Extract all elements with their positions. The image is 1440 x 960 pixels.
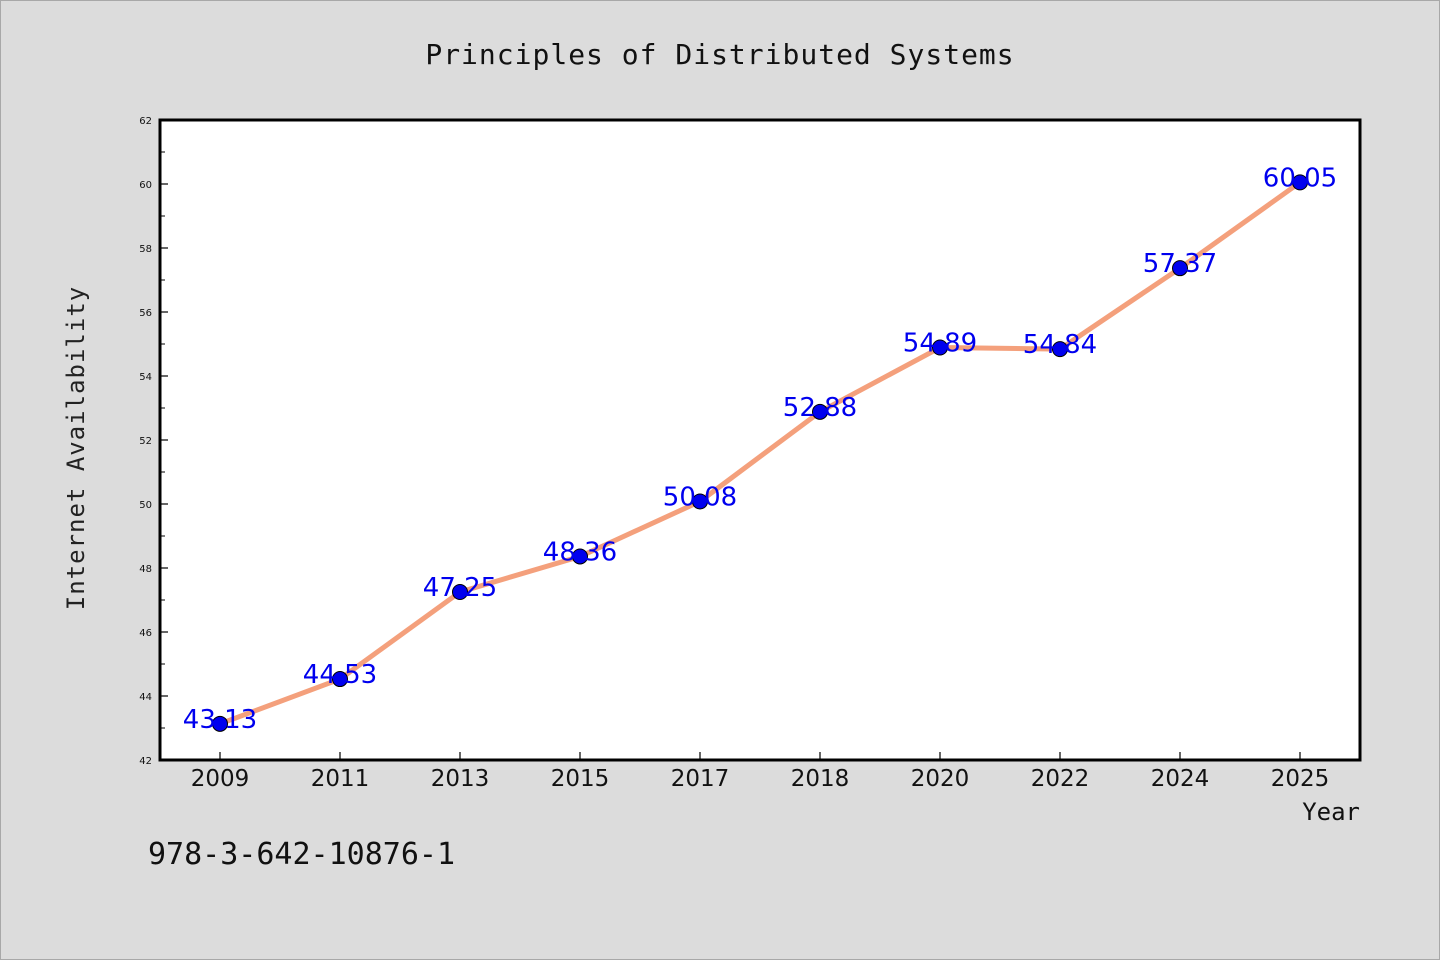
- x-tick-label: 2015: [551, 766, 610, 792]
- data-point: [692, 493, 708, 510]
- data-label: 57.37: [1143, 249, 1217, 279]
- y-tick-label: 52: [139, 436, 152, 447]
- plot-area: [160, 120, 1360, 760]
- data-point: [1172, 260, 1188, 277]
- x-tick-label: 2025: [1271, 766, 1330, 792]
- x-tick-label: 2022: [1031, 766, 1090, 792]
- x-tick-label: 2018: [791, 766, 850, 792]
- y-tick-label: 62: [139, 116, 152, 127]
- x-tick-label: 2011: [311, 766, 370, 792]
- x-axis-ticks: 2009 2011 2013 2015 2017 2018 2020 2022 2024 2025: [191, 752, 1330, 792]
- y-axis-label: Internet Availability: [62, 286, 90, 610]
- chart-title: Principles of Distributed Systems: [425, 38, 1014, 71]
- data-point: [212, 715, 228, 732]
- data-point: [812, 403, 828, 420]
- y-tick-label: 50: [139, 500, 152, 511]
- data-label: 54.89: [903, 329, 977, 359]
- data-label: 50.08: [663, 482, 737, 512]
- x-tick-label: 2020: [911, 766, 970, 792]
- data-label: 48.36: [543, 537, 617, 567]
- data-label: 52.88: [783, 393, 857, 423]
- series-layer: [212, 174, 1308, 732]
- data-label: 43.13: [183, 705, 257, 735]
- x-tick-label: 2017: [671, 766, 730, 792]
- data-label: 54.84: [1023, 330, 1097, 360]
- x-axis-label: Year: [1302, 798, 1360, 826]
- data-point: [932, 339, 948, 356]
- x-tick-label: 2024: [1151, 766, 1210, 792]
- y-tick-label: 56: [139, 308, 152, 319]
- y-tick-label: 46: [139, 628, 152, 639]
- y-tick-label: 60: [139, 180, 152, 191]
- data-point: [452, 584, 468, 600]
- data-labels-layer: 43.13 44.53 47.25 48.36 50.08 52.88 54.89 54.84…: [183, 163, 1337, 734]
- series-line: [217, 179, 1303, 727]
- data-point: [572, 548, 588, 565]
- y-tick-label: 42: [139, 756, 152, 767]
- data-label: 47.25: [423, 573, 497, 603]
- plot-border: [158, 118, 1362, 762]
- data-point: [332, 671, 348, 688]
- data-point: [1292, 174, 1308, 191]
- isbn-text: 978-3-642-10876-1: [148, 837, 455, 872]
- x-tick-label: 2009: [191, 766, 250, 792]
- data-label: 44.53: [303, 660, 377, 690]
- y-tick-label: 44: [139, 692, 152, 703]
- data-point: [1052, 341, 1068, 358]
- x-tick-label: 2013: [431, 766, 490, 792]
- data-label: 60.05: [1263, 163, 1337, 193]
- y-tick-label: 54: [139, 372, 152, 383]
- y-tick-label: 58: [139, 244, 152, 255]
- y-tick-label: 48: [139, 564, 152, 575]
